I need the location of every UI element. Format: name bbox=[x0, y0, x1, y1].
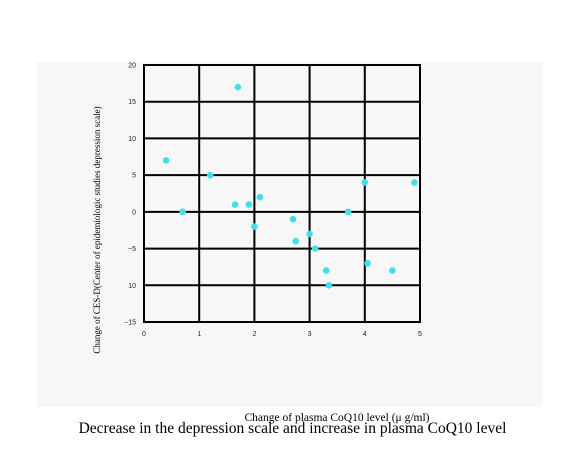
data-point bbox=[344, 208, 352, 216]
scatter-chart: 20 15 10 5 0 −5 10 −15 0 1 2 3 4 5 Change of CES-D(C… bbox=[92, 63, 422, 354]
x-tick-label: 4 bbox=[363, 331, 367, 338]
data-points bbox=[162, 83, 418, 289]
y-tick-label: 10 bbox=[128, 283, 136, 290]
data-point bbox=[289, 215, 297, 223]
data-point bbox=[162, 157, 170, 164]
data-point bbox=[325, 281, 333, 289]
x-tick-label: 3 bbox=[308, 331, 312, 338]
data-point bbox=[179, 208, 186, 216]
data-point bbox=[234, 83, 242, 91]
x-tick-label: 0 bbox=[142, 331, 146, 338]
data-point bbox=[389, 267, 396, 274]
y-tick-label: 20 bbox=[128, 63, 136, 70]
data-point bbox=[231, 201, 239, 208]
data-point bbox=[256, 193, 264, 201]
x-tick-label: 1 bbox=[197, 331, 201, 338]
data-point bbox=[292, 237, 300, 245]
x-axis-label: Change of plasma CoQ10 level (μ g/ml) bbox=[244, 412, 430, 424]
plot-frame bbox=[143, 64, 421, 323]
data-point bbox=[306, 230, 313, 238]
y-tick-label: 15 bbox=[128, 99, 136, 106]
figure-caption: Decrease in the depression scale and inc… bbox=[78, 420, 507, 437]
data-point bbox=[311, 245, 319, 252]
plot-panel: 20 15 10 5 0 −5 10 −15 0 1 2 3 4 5 Change of CES-D(C… bbox=[37, 62, 542, 424]
y-tick-labels: 20 15 10 5 0 −5 10 −15 bbox=[124, 63, 136, 327]
y-axis-label: Change of CES-D(Center of epidemiologic … bbox=[92, 106, 102, 353]
y-tick-label: 5 bbox=[132, 173, 136, 180]
data-point bbox=[411, 179, 418, 186]
y-tick-label: −15 bbox=[124, 320, 136, 327]
data-point bbox=[361, 179, 369, 186]
y-tick-label: −5 bbox=[128, 246, 136, 253]
data-point bbox=[251, 223, 258, 230]
y-tick-label: 0 bbox=[132, 209, 136, 216]
x-tick-label: 5 bbox=[418, 331, 422, 338]
data-point bbox=[245, 201, 253, 208]
data-point bbox=[364, 259, 371, 267]
x-tick-label: 2 bbox=[252, 331, 256, 338]
data-point bbox=[322, 267, 330, 274]
y-tick-label: 10 bbox=[128, 136, 136, 143]
data-point bbox=[206, 171, 214, 179]
grid bbox=[143, 64, 421, 323]
x-tick-labels: 0 1 2 3 4 5 bbox=[142, 331, 422, 338]
